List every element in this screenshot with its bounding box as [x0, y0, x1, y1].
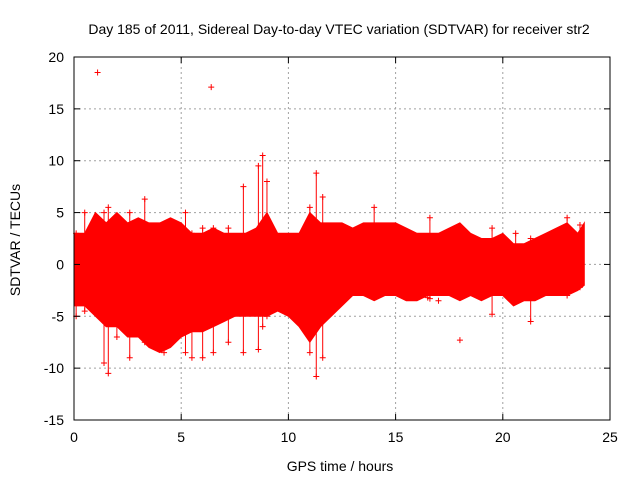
data-point	[161, 349, 168, 356]
data-point	[564, 214, 571, 221]
y-tick-label: -5	[52, 308, 65, 324]
data-point	[527, 318, 534, 325]
data-point	[576, 222, 583, 229]
data-point	[371, 204, 378, 211]
data-point	[319, 194, 326, 201]
data-point	[105, 204, 112, 211]
y-tick-label: -10	[44, 360, 64, 376]
data-point	[576, 284, 583, 291]
data-point	[512, 297, 519, 304]
data-point	[527, 235, 534, 242]
data-point	[225, 225, 232, 232]
x-tick-label: 15	[388, 429, 404, 445]
outlier-point	[435, 297, 442, 304]
data-point	[188, 354, 195, 361]
data-point	[113, 219, 120, 226]
data-series	[73, 69, 585, 380]
data-point	[188, 230, 195, 237]
data-point	[101, 209, 108, 216]
data-point	[371, 292, 378, 299]
data-point	[564, 292, 571, 299]
data-point	[113, 334, 120, 341]
y-axis-label: SDTVAR / TECUs	[7, 184, 23, 296]
data-point	[199, 225, 206, 232]
data-point	[126, 209, 133, 216]
data-point	[259, 152, 266, 159]
data-point	[263, 178, 270, 185]
data-point	[313, 373, 320, 380]
plot-frame	[73, 56, 611, 421]
data-point	[141, 196, 148, 203]
x-tick-label: 10	[281, 429, 297, 445]
outlier-point	[424, 294, 431, 301]
x-tick-label: 25	[602, 429, 618, 445]
data-point	[512, 230, 519, 237]
y-tick-label: 15	[48, 101, 64, 117]
outlier-point	[94, 69, 101, 76]
x-tick-label: 5	[177, 429, 185, 445]
data-point	[306, 204, 313, 211]
data-point	[255, 346, 262, 353]
axes: 0 5 10 15 20 25 -15 -10 -5 0 5 10 15 20	[44, 49, 618, 445]
outlier-point	[208, 84, 215, 91]
data-point	[225, 339, 232, 346]
data-point	[81, 308, 88, 315]
data-point	[319, 354, 326, 361]
data-point	[240, 349, 247, 356]
data-point	[126, 354, 133, 361]
data-point	[141, 339, 148, 346]
data-point	[105, 370, 112, 377]
data-point	[240, 183, 247, 190]
x-tick-label: 0	[70, 429, 78, 445]
y-tick-label: 10	[48, 153, 64, 169]
x-axis-label: GPS time / hours	[287, 458, 394, 474]
data-point	[182, 349, 189, 356]
data-point	[489, 311, 496, 318]
data-point	[101, 359, 108, 366]
data-point	[199, 354, 206, 361]
data-point	[210, 349, 217, 356]
data-point	[489, 225, 496, 232]
x-tick-label: 20	[495, 429, 511, 445]
data-point	[259, 323, 266, 330]
y-tick-label: 0	[56, 256, 64, 272]
outlier-point	[456, 337, 463, 344]
data-point	[313, 170, 320, 177]
data-point	[306, 349, 313, 356]
data-band	[73, 211, 585, 354]
y-tick-label: 20	[48, 49, 64, 65]
data-point	[161, 225, 168, 232]
data-point	[255, 162, 262, 169]
data-point	[81, 209, 88, 216]
data-point	[210, 225, 217, 232]
data-point	[426, 214, 433, 221]
data-point	[182, 209, 189, 216]
chart-title: Day 185 of 2011, Sidereal Day-to-day VTE…	[88, 21, 590, 37]
data-point	[263, 313, 270, 320]
y-tick-label: 5	[56, 205, 64, 221]
y-tick-label: -15	[44, 412, 64, 428]
